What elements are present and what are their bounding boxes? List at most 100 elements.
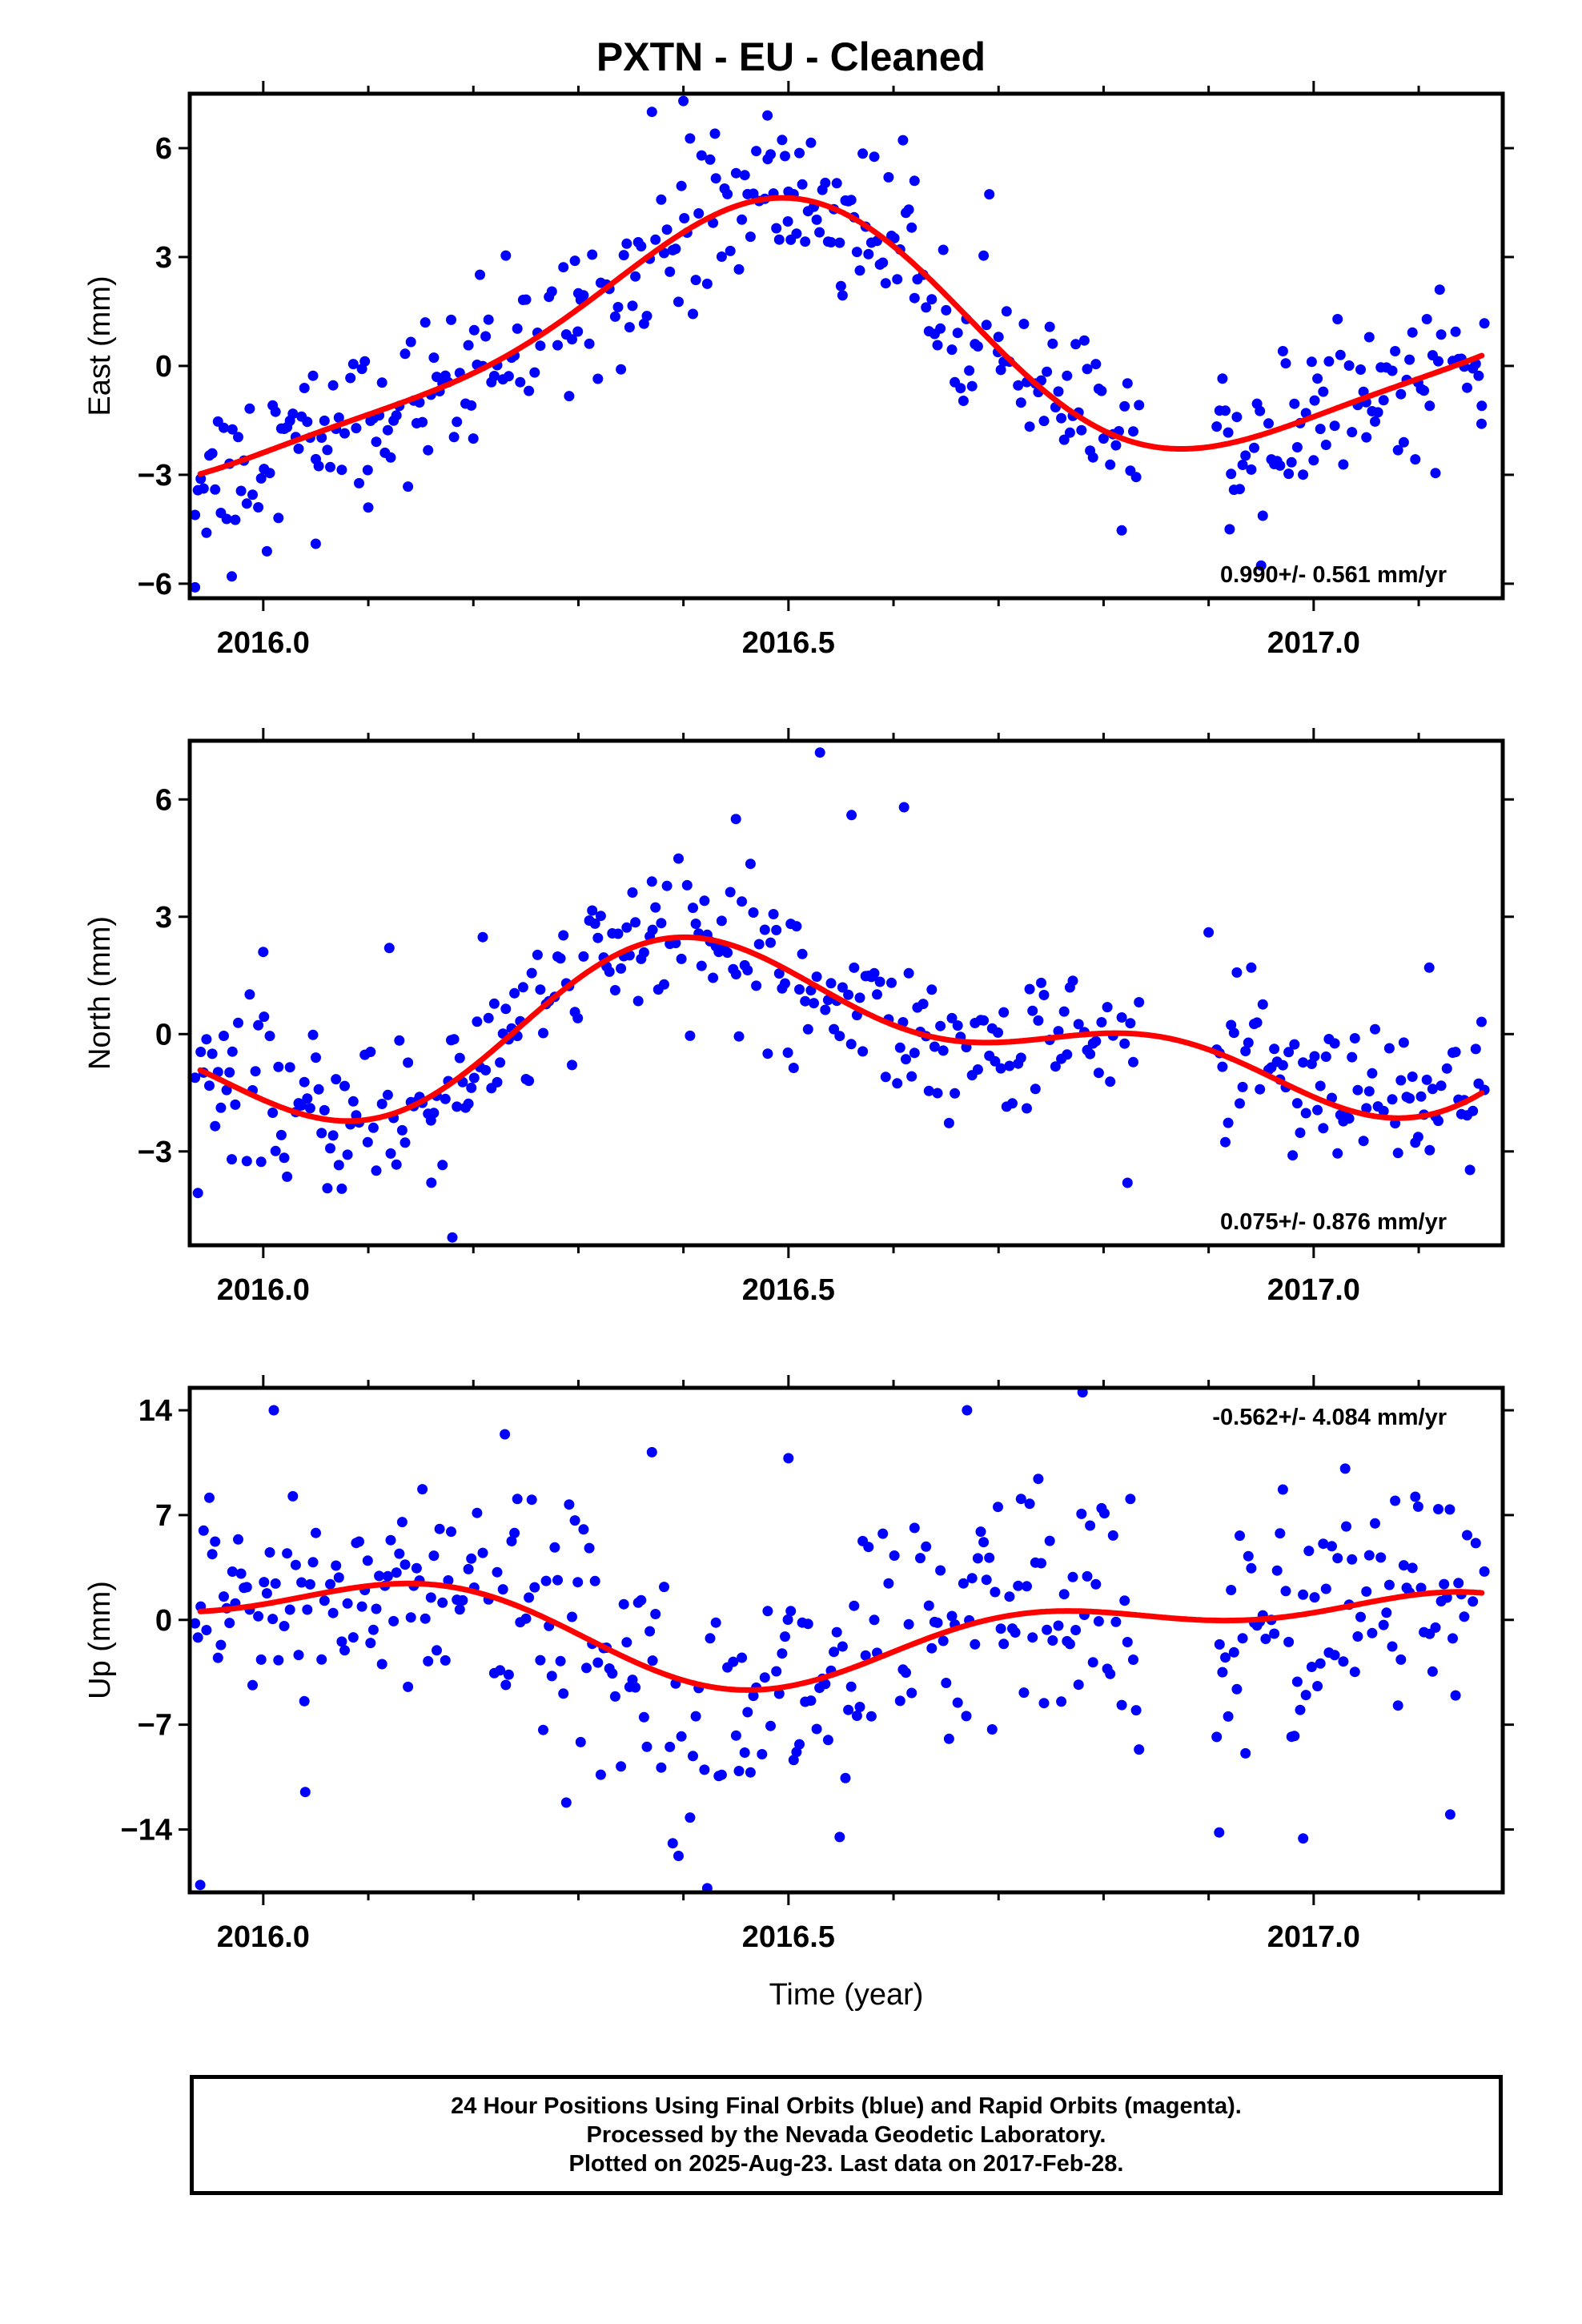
- data-point: [1412, 1501, 1423, 1512]
- data-point: [327, 1607, 339, 1618]
- data-point: [1459, 1611, 1470, 1622]
- data-point: [526, 967, 537, 979]
- data-point: [886, 977, 897, 988]
- data-point: [463, 340, 474, 351]
- data-point: [1122, 1177, 1133, 1188]
- data-point: [227, 571, 237, 582]
- data-point: [299, 1787, 311, 1798]
- data-point: [1237, 1081, 1248, 1092]
- data-point: [693, 208, 705, 219]
- data-point: [1015, 397, 1026, 408]
- data-point: [1295, 1704, 1306, 1715]
- data-point: [794, 147, 805, 159]
- data-point: [190, 509, 201, 521]
- data-points: [190, 1388, 1490, 1892]
- data-point: [1473, 370, 1484, 381]
- data-point: [952, 1697, 963, 1708]
- data-point: [659, 247, 669, 259]
- data-point: [1291, 1098, 1303, 1109]
- data-point: [204, 1492, 215, 1503]
- data-point: [1289, 398, 1300, 409]
- data-point: [952, 1020, 963, 1031]
- data-point: [201, 527, 212, 538]
- data-point: [394, 1548, 405, 1559]
- data-point: [400, 1137, 411, 1148]
- data-point: [1332, 314, 1343, 324]
- data-point: [725, 887, 736, 898]
- data-point: [1433, 1116, 1443, 1127]
- data-point: [765, 149, 776, 160]
- data-point: [794, 1739, 805, 1750]
- data-point: [1246, 1562, 1257, 1574]
- data-point: [524, 1592, 535, 1603]
- page-title: PXTN - EU - Cleaned: [596, 34, 986, 79]
- data-point: [733, 1031, 745, 1042]
- data-point: [391, 410, 402, 421]
- data-point: [1370, 416, 1380, 427]
- data-point: [690, 275, 701, 286]
- data-point: [331, 1560, 342, 1571]
- data-point: [316, 1128, 327, 1139]
- data-point: [791, 228, 802, 239]
- data-point: [1476, 418, 1487, 429]
- data-point: [227, 424, 238, 435]
- data-point: [1315, 1658, 1326, 1669]
- data-point: [1361, 1586, 1372, 1597]
- data-point: [446, 1526, 456, 1538]
- data-point: [701, 278, 713, 289]
- data-point: [1395, 1075, 1407, 1086]
- data-point: [1228, 1027, 1239, 1039]
- data-point: [273, 1061, 284, 1072]
- data-point: [207, 448, 218, 459]
- data-point: [1134, 997, 1145, 1007]
- data-point: [1298, 469, 1309, 480]
- data-point: [1067, 975, 1078, 987]
- data-point: [1018, 1687, 1030, 1699]
- data-point: [659, 979, 669, 990]
- data-point: [1308, 455, 1319, 466]
- data-point: [1018, 319, 1030, 329]
- data-point: [572, 326, 584, 337]
- data-point: [1116, 1012, 1127, 1023]
- data-point: [688, 1751, 698, 1762]
- data-point: [382, 1089, 393, 1100]
- data-point: [846, 810, 857, 821]
- data-point: [311, 1527, 321, 1538]
- data-point: [1102, 1002, 1113, 1013]
- data-point: [860, 1650, 871, 1661]
- data-point: [428, 1550, 440, 1562]
- data-point: [452, 416, 463, 428]
- data-point: [1269, 1043, 1280, 1055]
- data-point: [362, 1555, 373, 1566]
- data-point: [1312, 373, 1323, 384]
- data-point: [1231, 412, 1243, 423]
- data-point: [941, 1678, 952, 1688]
- data-point: [737, 214, 748, 225]
- data-point: [287, 1490, 299, 1502]
- data-point: [1090, 359, 1102, 370]
- data-point: [1421, 314, 1432, 324]
- data-point: [688, 308, 698, 320]
- data-point: [1410, 454, 1421, 465]
- data-point: [1243, 1550, 1254, 1562]
- data-point: [929, 1041, 940, 1052]
- plot-frame: [187, 738, 1505, 1248]
- data-point: [665, 1741, 676, 1752]
- data-point: [1269, 1628, 1280, 1639]
- data-point: [903, 204, 914, 215]
- data-point: [696, 150, 707, 161]
- data-points: [190, 747, 1490, 1243]
- data-point: [1476, 1016, 1487, 1027]
- data-point: [1327, 1541, 1337, 1552]
- data-point: [388, 1615, 400, 1626]
- fit-curve: [197, 1580, 1485, 1693]
- data-point: [1223, 427, 1234, 438]
- data-point: [901, 1667, 911, 1679]
- data-point: [874, 976, 885, 987]
- data-point: [923, 1085, 934, 1096]
- data-point: [1439, 1578, 1450, 1590]
- data-point: [938, 1045, 949, 1056]
- data-point: [1390, 346, 1401, 356]
- data-point: [889, 232, 900, 243]
- data-point: [733, 1766, 745, 1776]
